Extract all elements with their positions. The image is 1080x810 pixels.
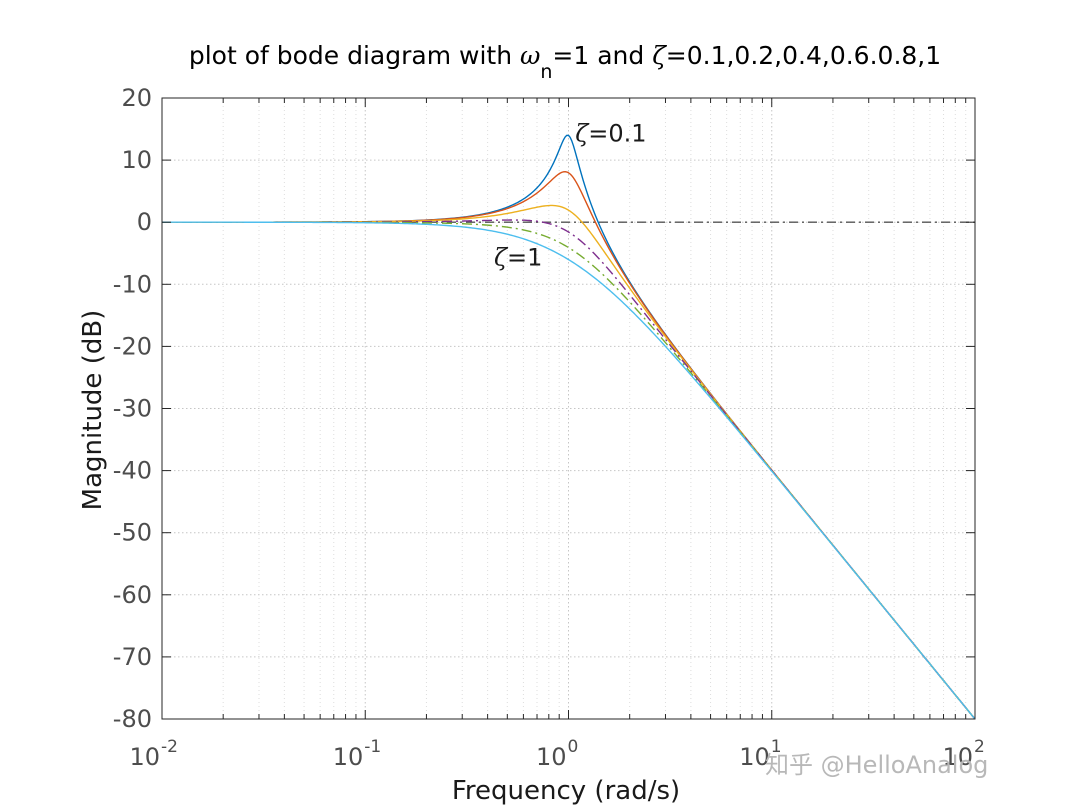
y-tick-label: 20	[121, 84, 152, 112]
x-tick-label-base: 10	[129, 743, 160, 771]
y-tick-label: -30	[113, 395, 152, 423]
y-tick-label: -50	[113, 519, 152, 547]
series-lines	[161, 134, 976, 720]
x-tick-label-base: 10	[942, 743, 973, 771]
y-tick-label: -80	[113, 705, 152, 733]
y-tick-label: -10	[113, 270, 152, 298]
y-tick-label: 10	[121, 146, 152, 174]
y-tick-label: 0	[137, 208, 152, 236]
x-tick-label-exponent: 2	[974, 737, 985, 757]
x-tick-label-exponent: -1	[364, 737, 381, 757]
annotation-zeta-0.1: ζ=0.1	[575, 119, 646, 147]
x-tick-label-base: 10	[333, 743, 364, 771]
y-tick-label: -60	[113, 581, 152, 609]
y-tick-label: -40	[113, 457, 152, 485]
y-tick-labels: 20 10 0 -10 -20 -30 -40 -50 -60 -70 -80	[113, 84, 152, 733]
x-tick-label-base: 10	[536, 743, 567, 771]
x-axis-label: Frequency (rad/s)	[452, 776, 680, 806]
title-zeta-symbol: ζ	[652, 41, 667, 70]
x-tick-label-exponent: 0	[568, 737, 579, 757]
curve-annotations: ζ=0.1 ζ=1	[494, 119, 647, 271]
x-tick-label-exponent: -2	[161, 737, 178, 757]
x-tick-label-exponent: 1	[771, 737, 782, 757]
chart-title: plot of bode diagram with ωn=1 and ζ=0.1…	[189, 41, 941, 83]
annotation-zeta-1: ζ=1	[494, 244, 542, 272]
y-tick-label: -70	[113, 643, 152, 671]
plot-axes-box	[161, 97, 976, 720]
x-tick-labels: 10 -2 10 -1 10 0 10 1 10 2	[129, 737, 984, 771]
watermark-text: 知乎 @HelloAnalog	[765, 751, 988, 779]
y-tick-label: -20	[113, 332, 152, 360]
series-line-zeta-1	[162, 221, 976, 720]
title-omega-subscript: n	[540, 61, 552, 83]
x-tick-label-base: 10	[739, 743, 770, 771]
y-axis-label: Magnitude (dB)	[78, 310, 108, 511]
title-omega-symbol: ω	[520, 41, 540, 70]
